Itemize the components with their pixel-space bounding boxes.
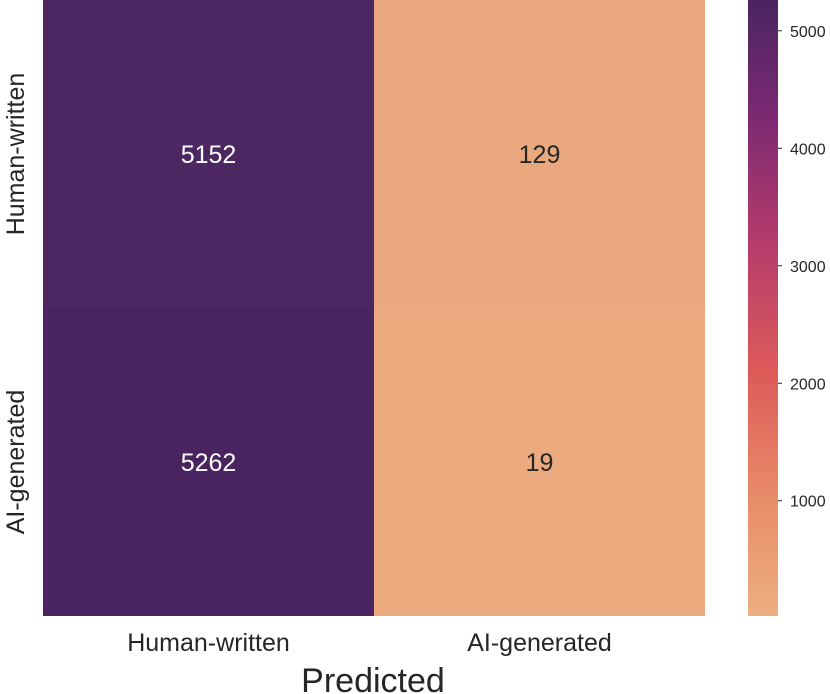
colorbar-tick-labels: 1000 2000 3000 4000 5000: [778, 24, 826, 511]
cell-value-r0-c1: 129: [519, 141, 561, 169]
x-tick-label: AI-generated: [467, 629, 612, 657]
colorbar-tick-label: 3000: [790, 259, 826, 276]
colorbar-tick-label: 1000: [790, 494, 826, 511]
y-tick-labels: Human-written AI-generated: [2, 73, 30, 535]
y-tick-label: Human-written: [2, 73, 30, 236]
heatmap-cell-r0-c0: [43, 0, 374, 308]
x-tick-labels: Human-written AI-generated: [127, 629, 612, 657]
colorbar-tick-label: 5000: [790, 24, 826, 41]
cell-value-r1-c0: 5262: [181, 449, 237, 477]
colorbar-tick-label: 2000: [790, 376, 826, 393]
heatmap-cell-r0-c1: [374, 0, 705, 308]
heatmap-cell-r1-c1: [374, 308, 705, 616]
x-axis-label: Predicted: [301, 662, 445, 694]
colorbar-tick-label: 4000: [790, 141, 826, 158]
x-tick-label: Human-written: [127, 629, 290, 657]
heatmap-cells: [43, 0, 705, 616]
y-tick-label: AI-generated: [2, 390, 30, 535]
heatmap-cell-r1-c0: [43, 308, 374, 616]
cell-value-r1-c1: 19: [526, 449, 554, 477]
cell-value-r0-c0: 5152: [181, 141, 237, 169]
heatmap-cell-labels: 5152 129 5262 19: [181, 141, 561, 477]
colorbar: [748, 0, 778, 616]
